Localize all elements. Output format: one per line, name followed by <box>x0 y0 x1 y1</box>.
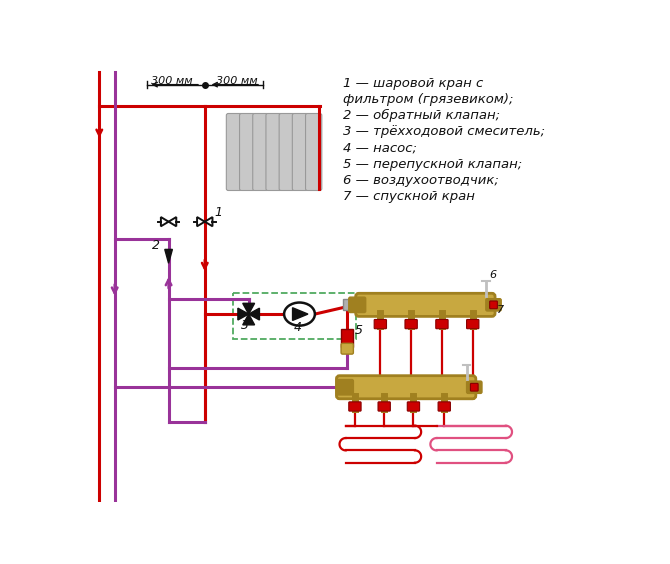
Text: 4 — насос;: 4 — насос; <box>343 142 417 155</box>
Text: 6: 6 <box>490 270 496 280</box>
Polygon shape <box>249 308 259 320</box>
Polygon shape <box>169 217 176 226</box>
Polygon shape <box>238 308 249 320</box>
FancyBboxPatch shape <box>378 402 391 411</box>
Text: 2: 2 <box>151 239 159 253</box>
Text: 2 — обратный клапан;: 2 — обратный клапан; <box>343 109 500 122</box>
FancyBboxPatch shape <box>341 329 353 347</box>
FancyBboxPatch shape <box>336 376 476 399</box>
FancyBboxPatch shape <box>438 402 450 411</box>
FancyBboxPatch shape <box>356 293 495 316</box>
Polygon shape <box>293 308 308 320</box>
FancyBboxPatch shape <box>466 319 479 329</box>
FancyBboxPatch shape <box>436 319 448 329</box>
Polygon shape <box>197 217 205 226</box>
Polygon shape <box>243 314 255 325</box>
FancyBboxPatch shape <box>266 113 282 191</box>
Text: 3 — трёхходовой смеситель;: 3 — трёхходовой смеситель; <box>343 125 545 138</box>
FancyBboxPatch shape <box>470 384 478 391</box>
Polygon shape <box>165 249 172 263</box>
FancyBboxPatch shape <box>374 319 387 329</box>
FancyBboxPatch shape <box>405 319 417 329</box>
Text: 3: 3 <box>241 319 249 333</box>
FancyBboxPatch shape <box>349 402 361 411</box>
Polygon shape <box>205 217 212 226</box>
Text: 1 — шаровой кран с: 1 — шаровой кран с <box>343 77 484 90</box>
Polygon shape <box>161 217 169 226</box>
Polygon shape <box>243 303 255 314</box>
FancyBboxPatch shape <box>253 113 269 191</box>
Text: 300 мм: 300 мм <box>151 76 192 86</box>
Ellipse shape <box>284 302 315 325</box>
FancyBboxPatch shape <box>292 113 309 191</box>
Text: 5: 5 <box>355 324 363 337</box>
Text: 300 мм: 300 мм <box>216 76 257 86</box>
Bar <box>233 293 356 339</box>
Text: 7 — спускной кран: 7 — спускной кран <box>343 190 475 203</box>
FancyBboxPatch shape <box>342 299 354 310</box>
Text: 1: 1 <box>215 206 223 219</box>
Text: 5 — перепускной клапан;: 5 — перепускной клапан; <box>343 158 523 171</box>
FancyBboxPatch shape <box>240 113 256 191</box>
FancyBboxPatch shape <box>407 402 419 411</box>
FancyBboxPatch shape <box>279 113 295 191</box>
FancyBboxPatch shape <box>349 297 366 312</box>
Text: фильтром (грязевиком);: фильтром (грязевиком); <box>343 93 514 106</box>
FancyBboxPatch shape <box>486 299 501 311</box>
Text: 4: 4 <box>293 321 302 334</box>
FancyBboxPatch shape <box>306 113 322 191</box>
Text: 7: 7 <box>496 305 504 315</box>
FancyBboxPatch shape <box>466 381 482 394</box>
FancyBboxPatch shape <box>336 380 353 395</box>
Text: 6 — воздухоотводчик;: 6 — воздухоотводчик; <box>343 174 499 187</box>
FancyBboxPatch shape <box>490 301 497 309</box>
FancyBboxPatch shape <box>226 113 243 191</box>
FancyBboxPatch shape <box>341 343 353 354</box>
